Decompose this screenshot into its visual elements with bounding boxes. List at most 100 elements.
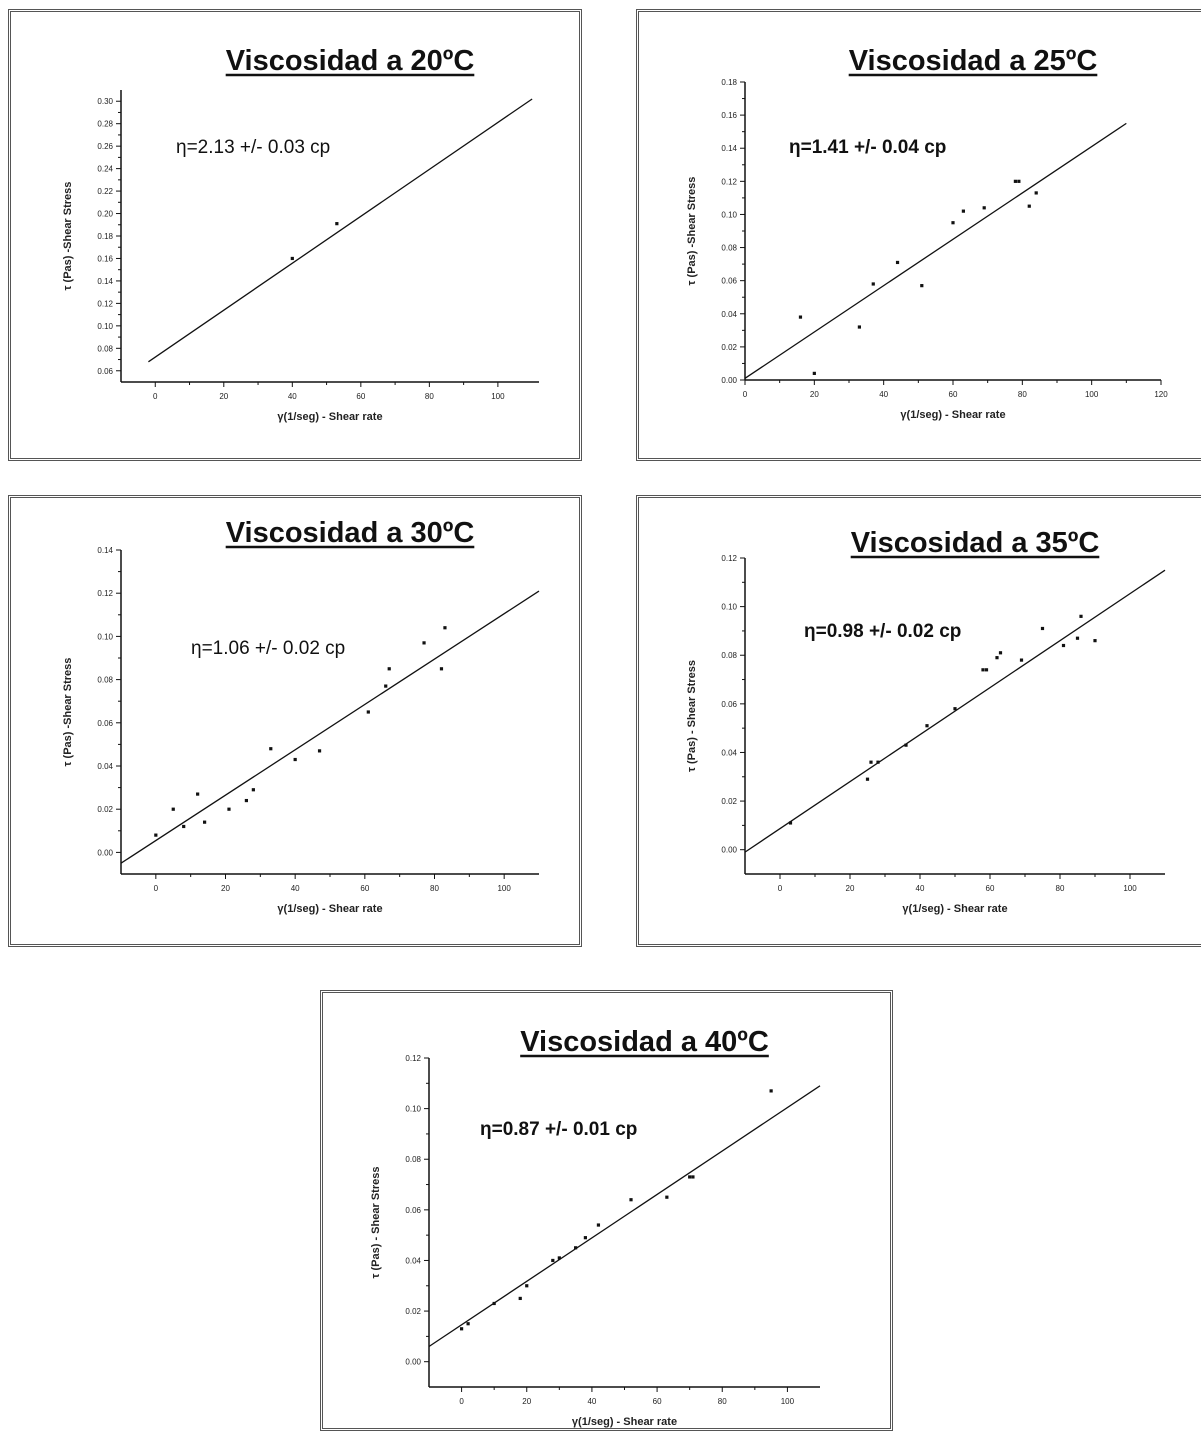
x-tick-label: 0: [459, 1397, 464, 1406]
data-point: [769, 1089, 773, 1093]
x-axis-label: γ(1/seg) - Shear rate: [900, 409, 1005, 421]
data-point: [865, 777, 870, 781]
data-point: [812, 371, 816, 375]
data-point: [925, 724, 929, 728]
chart-title: Viscosidad a 20ºC: [226, 45, 475, 77]
data-point: [1017, 179, 1021, 183]
data-point: [1034, 191, 1038, 195]
data-point: [951, 221, 955, 225]
x-tick-label: 100: [497, 884, 511, 893]
data-point: [574, 1246, 578, 1250]
y-tick-label: 0.16: [97, 254, 113, 263]
y-tick-label: 0.06: [721, 277, 737, 286]
data-point: [244, 798, 248, 803]
data-point: [629, 1198, 633, 1202]
y-tick-label: 0.02: [721, 343, 737, 352]
x-tick-label: 40: [879, 390, 888, 399]
fit-line: [744, 122, 1127, 379]
y-tick-label: 0.04: [721, 748, 737, 757]
data-point: [904, 743, 908, 747]
data-point: [269, 747, 273, 751]
data-point: [171, 807, 175, 811]
x-tick-label: 80: [430, 884, 439, 893]
y-tick-label: 0.06: [97, 719, 113, 728]
data-point: [443, 626, 447, 630]
data-point: [422, 641, 426, 645]
data-point: [1040, 626, 1045, 631]
y-tick-label: 0.08: [405, 1155, 421, 1164]
data-point: [227, 807, 231, 811]
data-point: [953, 707, 957, 711]
data-point: [995, 656, 999, 660]
data-point: [1075, 636, 1080, 640]
chart-title: Viscosidad a 30ºC: [226, 517, 475, 549]
chart-panel-40c: Viscosidad a 40ºC 0.00 0.02 0.04 0.06 0.08 0.1…: [320, 990, 893, 1431]
x-tick-label: 100: [781, 1397, 795, 1406]
data-point: [691, 1175, 695, 1179]
data-point: [366, 710, 370, 714]
y-tick-label: 0.10: [721, 603, 737, 612]
data-point: [182, 824, 186, 829]
x-tick-label: 0: [778, 884, 783, 893]
data-point: [335, 222, 339, 226]
y-axis-label: τ (Pas) -Shear Stress: [62, 658, 74, 767]
data-point: [203, 820, 207, 824]
data-point: [439, 667, 444, 671]
data-point: [688, 1175, 692, 1179]
chart-svg: Viscosidad a 30ºC 0.00 0.02 0.04 0.06 0.08 0.1…: [62, 517, 540, 915]
y-tick-label: 0.28: [97, 120, 113, 129]
data-point: [798, 315, 803, 319]
x-axis-label: γ(1/seg) - Shear rate: [277, 903, 382, 915]
x-axis-label: γ(1/seg) - Shear rate: [902, 903, 1007, 915]
chart-panel-25c: Viscosidad a 25ºC 0.00 0.02 0.04 0.06 0.08 0.1…: [636, 9, 1201, 461]
data-point: [466, 1322, 470, 1326]
y-tick-label: 0.18: [97, 232, 113, 241]
x-tick-label: 60: [356, 392, 365, 401]
data-point: [1079, 614, 1083, 618]
data-point: [871, 282, 875, 286]
x-tick-label: 20: [219, 392, 228, 401]
x-tick-label: 0: [743, 390, 748, 399]
y-tick-label: 0.06: [721, 700, 737, 709]
data-point: [583, 1236, 587, 1240]
x-tick-label: 60: [986, 884, 995, 893]
viscosity-annotation: η=0.87 +/- 0.01 cp: [480, 1119, 637, 1140]
data-point: [665, 1195, 669, 1199]
y-tick-label: 0.12: [405, 1054, 421, 1063]
data-point: [525, 1284, 529, 1288]
x-tick-label: 120: [1154, 390, 1168, 399]
data-point: [857, 325, 861, 329]
chart-panel-20c: Viscosidad a 20ºC 0.06 0.08 0.10 0.12 0.14 0.1…: [8, 9, 582, 461]
y-tick-label: 0.02: [97, 805, 113, 814]
x-tick-label: 80: [718, 1397, 727, 1406]
y-tick-label: 0.08: [721, 651, 737, 660]
data-point: [1061, 643, 1066, 648]
y-tick-label: 0.08: [97, 344, 113, 353]
y-tick-label: 0.12: [97, 299, 113, 308]
x-axis-label: γ(1/seg) - Shear rate: [572, 1416, 677, 1428]
chart-panel-30c: Viscosidad a 30ºC 0.00 0.02 0.04 0.06 0.08 0.1…: [8, 495, 582, 947]
x-tick-label: 60: [949, 390, 958, 399]
y-tick-label: 0.10: [721, 210, 737, 219]
y-tick-label: 0.00: [97, 848, 113, 857]
data-point: [895, 260, 900, 265]
fit-line: [148, 98, 533, 363]
data-point: [557, 1256, 561, 1260]
x-tick-label: 100: [491, 392, 505, 401]
data-point: [551, 1258, 555, 1263]
viscosity-annotation: η=1.06 +/- 0.02 cp: [191, 638, 345, 659]
y-tick-label: 0.14: [721, 144, 737, 153]
y-tick-label: 0.06: [405, 1206, 421, 1215]
x-tick-label: 100: [1123, 884, 1137, 893]
y-tick-label: 0.04: [97, 762, 113, 771]
x-tick-label: 60: [360, 884, 369, 893]
x-tick-label: 100: [1085, 390, 1099, 399]
data-point: [384, 684, 388, 688]
y-tick-label: 0.08: [721, 244, 737, 253]
data-point: [251, 788, 255, 792]
data-point: [998, 651, 1003, 655]
data-point: [984, 668, 989, 672]
y-tick-label: 0.10: [97, 632, 113, 641]
y-tick-label: 0.14: [97, 277, 113, 286]
y-tick-label: 0.16: [721, 111, 737, 120]
